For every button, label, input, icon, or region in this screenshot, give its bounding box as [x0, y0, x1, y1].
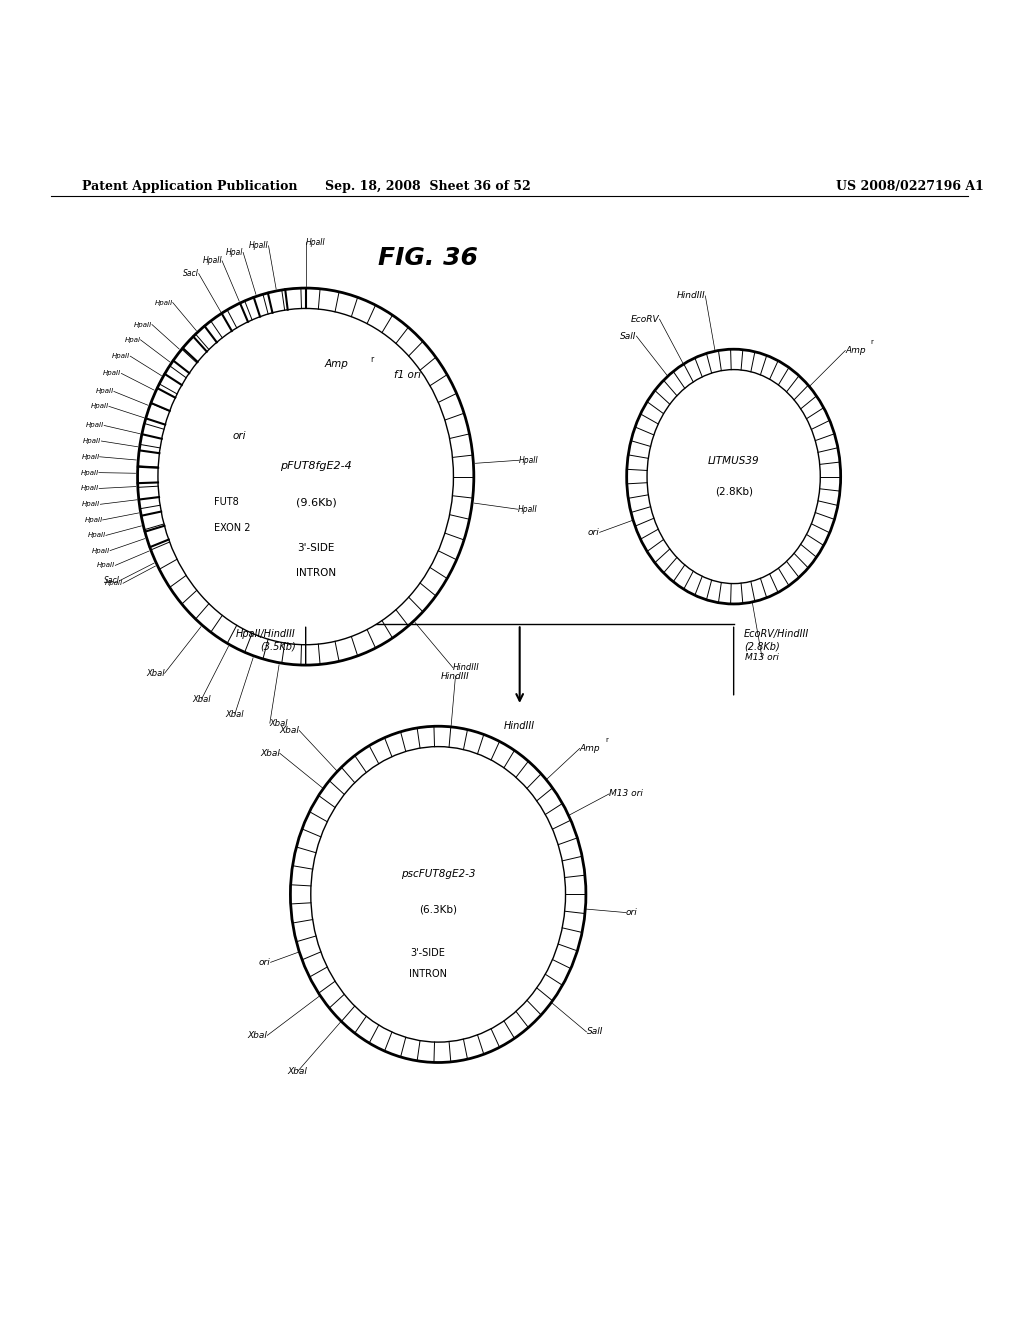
Text: LITMUS39: LITMUS39 [708, 457, 760, 466]
Text: HpaII: HpaII [306, 238, 326, 247]
Text: Hpal: Hpal [225, 248, 243, 257]
Text: Amp: Amp [580, 744, 600, 752]
Ellipse shape [311, 747, 565, 1041]
Text: M13 ori: M13 ori [745, 652, 779, 661]
Text: pscFUT8gE2-3: pscFUT8gE2-3 [401, 869, 475, 879]
Text: US 2008/0227196 A1: US 2008/0227196 A1 [836, 180, 983, 193]
Text: (9.6Kb): (9.6Kb) [296, 498, 336, 507]
Text: HpaII: HpaII [519, 455, 539, 465]
Ellipse shape [137, 288, 474, 665]
Text: Xbal: Xbal [145, 669, 165, 677]
Text: HpaII: HpaII [97, 562, 116, 569]
Text: HpaII: HpaII [104, 581, 123, 586]
Text: ori: ori [259, 958, 270, 966]
Text: HpaII: HpaII [81, 454, 99, 459]
Text: (6.3Kb): (6.3Kb) [419, 904, 457, 915]
Ellipse shape [158, 309, 454, 644]
Text: HpaII: HpaII [82, 502, 100, 507]
Text: pFUT8fgE2-4: pFUT8fgE2-4 [280, 462, 352, 471]
Text: Xbal: Xbal [193, 694, 211, 704]
Text: HpaII: HpaII [81, 470, 99, 475]
Text: Xbal: Xbal [270, 718, 289, 727]
Ellipse shape [647, 370, 820, 583]
Text: HpaII: HpaII [88, 532, 105, 539]
Text: HpaII: HpaII [81, 486, 99, 491]
Text: f1 ori: f1 ori [394, 370, 421, 380]
Text: 3'-SIDE: 3'-SIDE [411, 949, 445, 958]
Text: HpaII/HindIII
(3.5Kb): HpaII/HindIII (3.5Kb) [236, 630, 296, 651]
Text: HpaII: HpaII [517, 504, 538, 513]
Text: HpaII: HpaII [155, 300, 173, 305]
Text: HindIII: HindIII [453, 664, 480, 672]
Text: EcoRV/HindIII
(2.8Kb): EcoRV/HindIII (2.8Kb) [743, 630, 809, 651]
Text: SalI: SalI [621, 331, 637, 341]
Text: (2.8Kb): (2.8Kb) [715, 487, 753, 496]
Text: EXON 2: EXON 2 [214, 523, 251, 532]
Text: HpaII: HpaII [249, 242, 268, 251]
Text: HpaII: HpaII [95, 388, 114, 395]
Text: HindIII: HindIII [677, 292, 706, 301]
Text: r: r [605, 738, 608, 743]
Text: HpaII: HpaII [83, 438, 101, 444]
Text: r: r [870, 339, 873, 346]
Text: HpaII: HpaII [112, 354, 130, 359]
Text: HindIII: HindIII [504, 721, 536, 731]
Text: Xbal: Xbal [225, 710, 244, 718]
Text: Amp: Amp [325, 359, 348, 370]
Text: HpaII: HpaII [103, 371, 122, 376]
Text: HpaII: HpaII [203, 256, 222, 265]
Text: Xbal: Xbal [260, 748, 280, 758]
Text: INTRON: INTRON [409, 969, 446, 979]
Ellipse shape [291, 726, 586, 1063]
Text: Xbal: Xbal [280, 726, 299, 735]
Text: M13 ori: M13 ori [609, 789, 643, 799]
Text: Sep. 18, 2008  Sheet 36 of 52: Sep. 18, 2008 Sheet 36 of 52 [325, 180, 530, 193]
Text: ori: ori [588, 528, 600, 537]
Text: Amp: Amp [846, 346, 866, 355]
Text: r: r [371, 355, 374, 364]
Text: SacI: SacI [182, 269, 199, 279]
Text: Hpal: Hpal [125, 337, 140, 343]
Text: 3'-SIDE: 3'-SIDE [297, 543, 335, 553]
Text: SalI: SalI [587, 1027, 603, 1036]
Text: SacI: SacI [103, 576, 120, 585]
Text: INTRON: INTRON [296, 569, 336, 578]
Text: HpaII: HpaII [84, 517, 102, 523]
Ellipse shape [627, 350, 841, 605]
Text: Xbal: Xbal [288, 1067, 307, 1076]
Text: ori: ori [626, 908, 638, 917]
Text: FUT8: FUT8 [214, 498, 239, 507]
Text: HpaII: HpaII [92, 548, 111, 553]
Text: Xbal: Xbal [248, 1031, 267, 1040]
Text: Patent Application Publication: Patent Application Publication [82, 180, 297, 193]
Text: FIG. 36: FIG. 36 [378, 246, 478, 269]
Text: HindIII: HindIII [441, 672, 470, 681]
Text: HpaII: HpaII [86, 422, 104, 429]
Text: HpaII: HpaII [91, 404, 109, 409]
Text: ori: ori [232, 430, 246, 441]
Text: EcoRV: EcoRV [631, 314, 659, 323]
Text: HpaII: HpaII [134, 322, 152, 327]
